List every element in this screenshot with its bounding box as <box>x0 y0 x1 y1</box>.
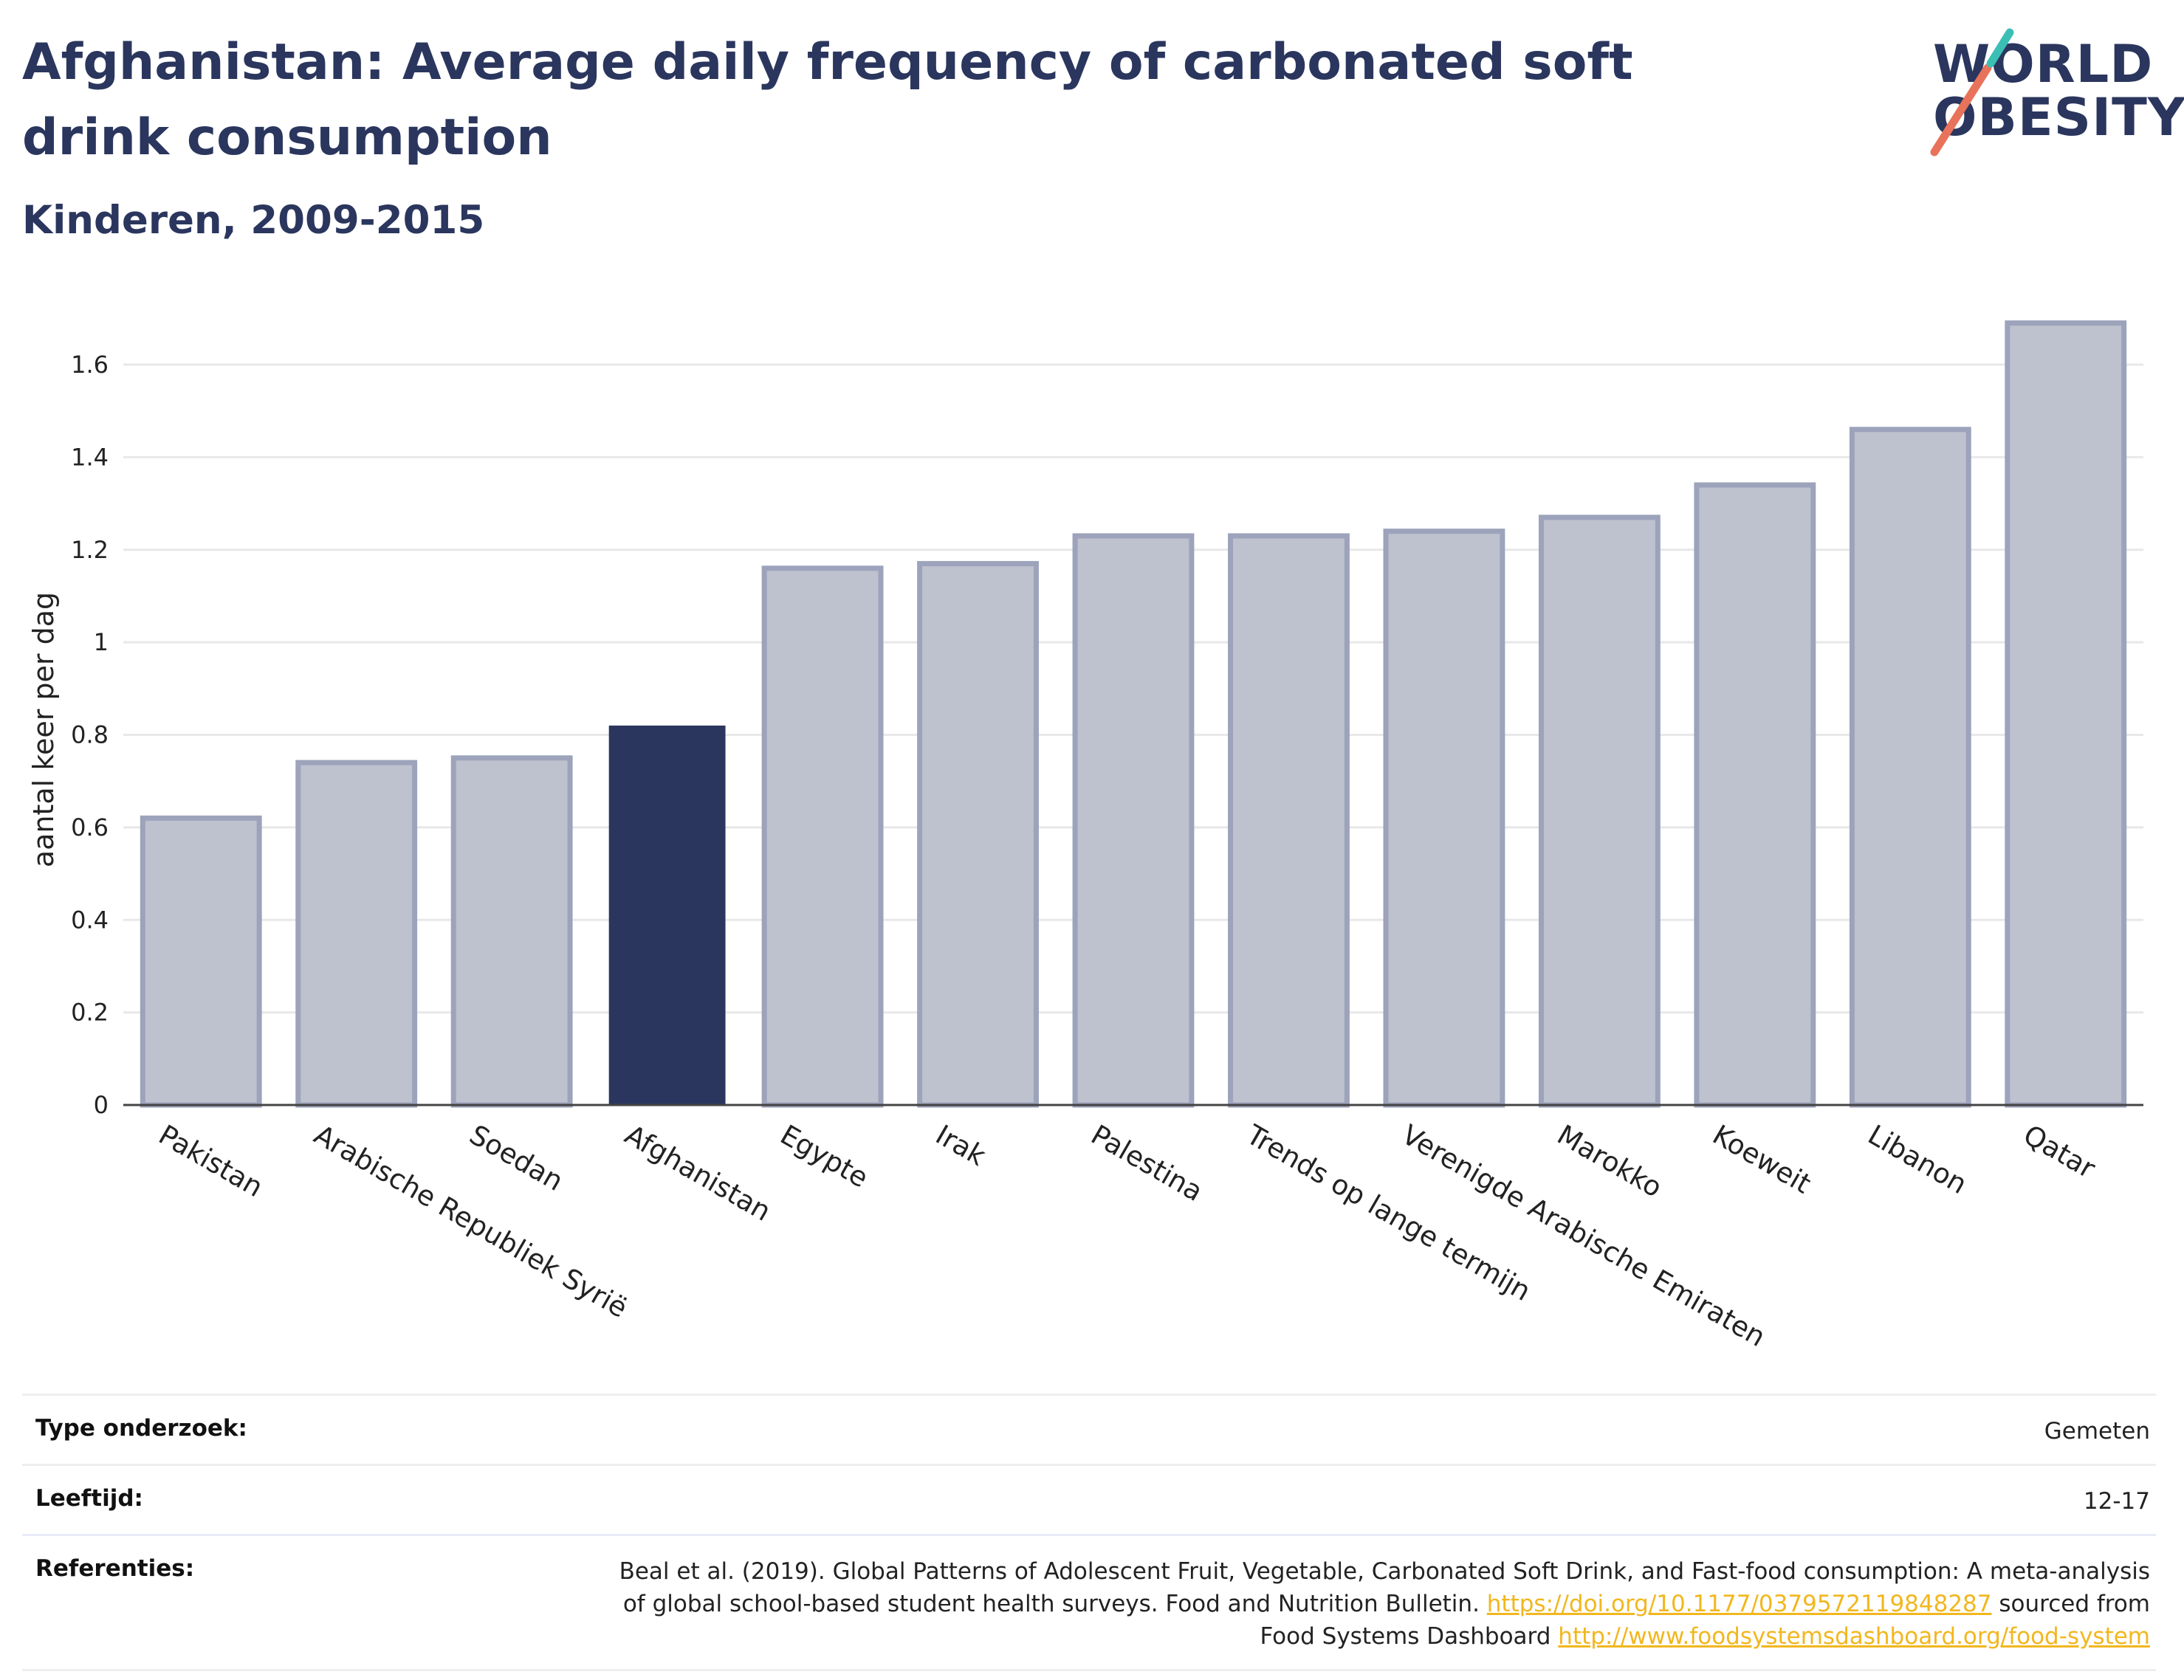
reference-source: sourced from Food Systems Dashboard <box>1260 1591 2150 1650</box>
info-label: Referenties: <box>35 1555 195 1582</box>
y-tick-label: 1.4 <box>71 443 109 471</box>
x-tick-label: Qatar <box>2018 1119 2101 1185</box>
info-value: 12-17 <box>2083 1488 2150 1515</box>
bar-arabische-republiek-syri- <box>295 760 418 1108</box>
x-tick-label: Pakistan <box>154 1119 269 1204</box>
logo-line-2: OBESITY <box>1933 87 2184 148</box>
x-tick-label: Palestina <box>1086 1119 1209 1208</box>
info-table: Type onderzoek: Gemeten Leeftijd: 12-17 … <box>22 1394 2156 1671</box>
doi-link[interactable]: https://doi.org/10.1177/0379572119848287 <box>1486 1591 1992 1617</box>
chart-subtitle: Kinderen, 2009-2015 <box>22 198 485 243</box>
chart-title: Afghanistan: Average daily frequency of … <box>22 33 1633 167</box>
bar-egypte <box>761 565 884 1108</box>
bar-soedan <box>450 755 573 1108</box>
x-tick-label: Soedan <box>464 1119 569 1197</box>
y-tick-label: 0.4 <box>71 906 109 934</box>
x-tick-label: Libanon <box>1863 1119 1972 1201</box>
info-row-type: Type onderzoek: Gemeten <box>22 1394 2156 1464</box>
bar-irak <box>917 561 1039 1108</box>
x-tick-label: Trends op lange termijn <box>1240 1118 1536 1307</box>
y-tick-label: 0.8 <box>71 721 109 749</box>
x-tick-label: Marokko <box>1552 1119 1667 1204</box>
y-axis-label: aantal keer per dag <box>27 592 60 867</box>
bar-libanon <box>1849 427 1971 1108</box>
bar-palestina <box>1072 533 1195 1108</box>
x-tick-label: Irak <box>930 1119 992 1173</box>
info-label: Leeftijd: <box>35 1485 143 1512</box>
reference-citation: Beal et al. (2019). Global Patterns of A… <box>619 1558 2150 1617</box>
dashboard-link[interactable]: http://www.foodsystemsdashboard.org/food… <box>1558 1623 2150 1650</box>
y-tick-label: 1.2 <box>71 536 109 564</box>
logo-slash-icon <box>1930 28 2014 156</box>
y-tick-label: 1 <box>94 628 109 656</box>
logo-line-1: WORLD <box>1933 34 2154 94</box>
y-tick-label: 1.6 <box>71 351 109 379</box>
info-row-age: Leeftijd: 12-17 <box>22 1464 2156 1534</box>
bar-koeweit <box>1694 482 1816 1108</box>
bar-pakistan <box>140 815 262 1108</box>
bar-verenigde-arabische-emiraten <box>1383 529 1505 1108</box>
references-text: Beal et al. (2019). Global Patterns of A… <box>22 1536 2156 1669</box>
y-tick-label: 0.6 <box>71 813 109 841</box>
info-value: Gemeten <box>2044 1418 2150 1445</box>
bar-afghanistan <box>608 725 726 1105</box>
bar-marokko <box>1538 514 1661 1108</box>
info-row-references: Referenties: Beal et al. (2019). Global … <box>22 1534 2156 1671</box>
y-tick-label: 0 <box>94 1091 109 1119</box>
info-label: Type onderzoek: <box>35 1415 247 1442</box>
bar-qatar <box>2005 320 2127 1108</box>
x-tick-label: Afghanistan <box>619 1119 776 1228</box>
world-obesity-logo: WORLD OBESITY <box>1920 22 2184 162</box>
bar-trends-op-lange-termijn <box>1228 533 1350 1108</box>
x-tick-label: Egypte <box>775 1119 874 1194</box>
x-tick-label: Koeweit <box>1707 1119 1816 1200</box>
y-tick-label: 0.2 <box>71 999 109 1027</box>
